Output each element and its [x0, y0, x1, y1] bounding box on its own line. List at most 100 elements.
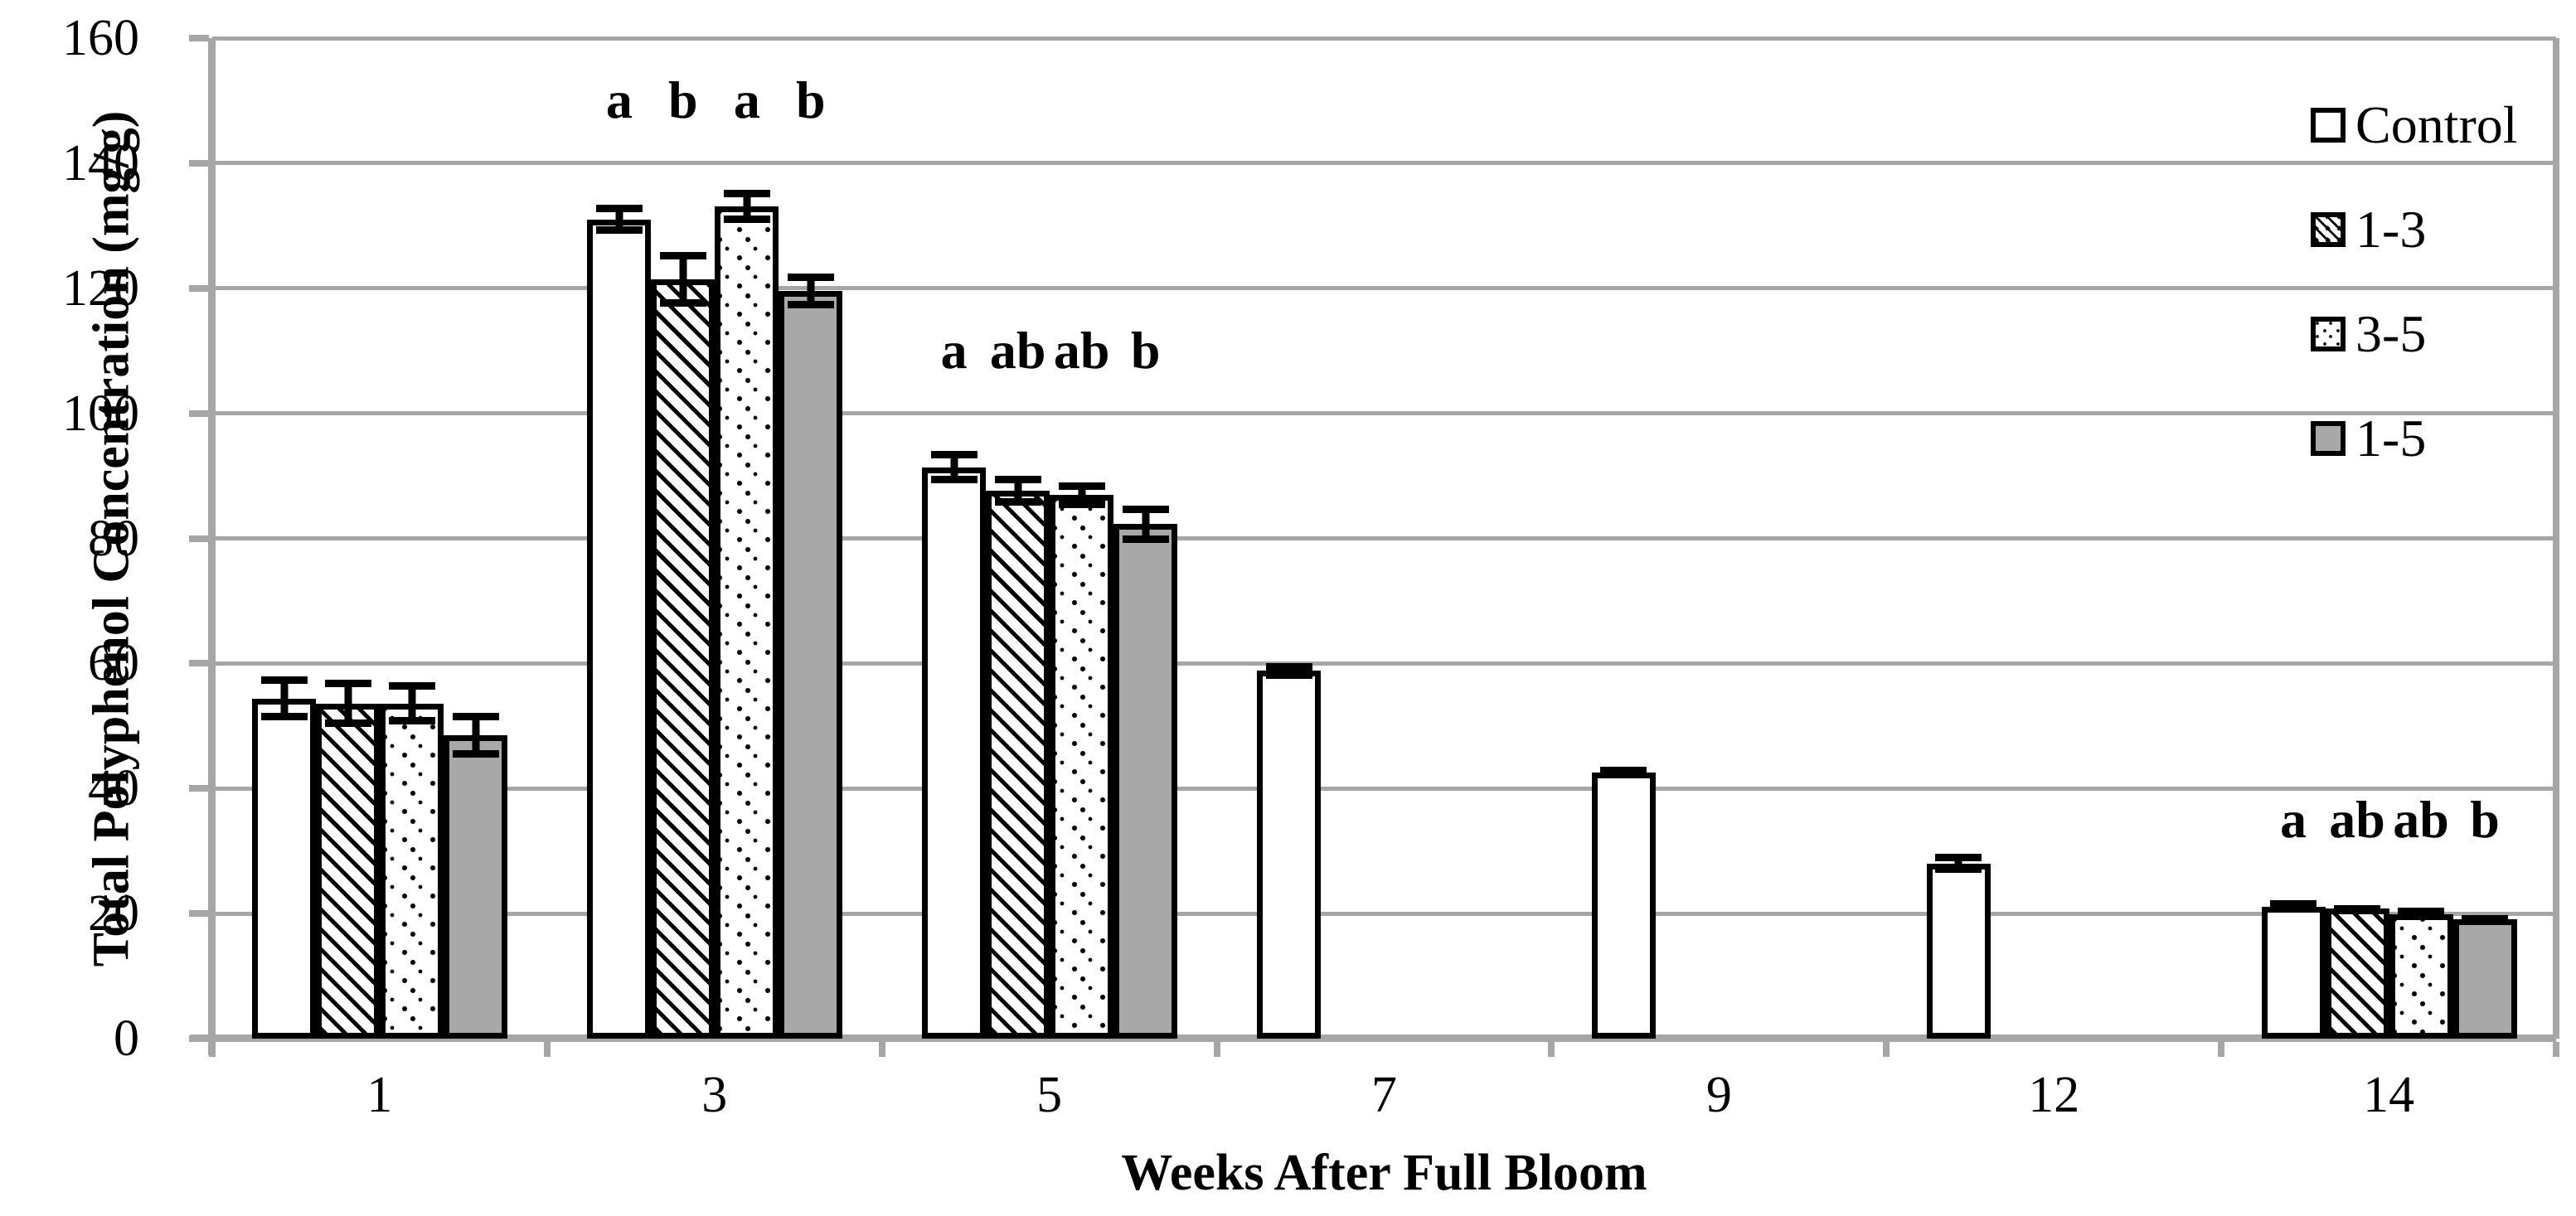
error-bar-Control-week-12	[1935, 854, 1982, 874]
bar-3-5-week-14	[2389, 913, 2453, 1039]
y-tick-0	[189, 1035, 209, 1042]
bar-Control-week-12	[1926, 863, 1991, 1039]
error-bar-cap-bottom	[324, 719, 371, 728]
error-bar-stem	[615, 205, 623, 235]
error-bar-cap-bottom	[723, 215, 770, 223]
significance-letter-week-5-3: ab	[1053, 321, 1110, 380]
error-bar-cap-top	[452, 712, 499, 720]
gridline-y-60	[212, 661, 2556, 666]
y-tick-120	[189, 284, 209, 292]
plot-right-border	[2553, 38, 2559, 1039]
gridline-y-140	[212, 161, 2556, 166]
error-bar-cap-bottom	[1600, 770, 1647, 778]
error-bar-cap-bottom	[930, 476, 978, 484]
legend-label-1-3: 1-3	[2355, 200, 2427, 259]
error-bar-1-5-week-1	[452, 712, 499, 758]
bar-3-5-week-3	[715, 206, 779, 1039]
x-tick-boundary-1	[543, 1042, 551, 1057]
error-bar-cap-top	[260, 676, 308, 685]
y-tick-label-100: 100	[62, 385, 139, 442]
y-tick-label-40: 40	[88, 760, 139, 817]
significance-letter-week-3-4: b	[796, 70, 826, 130]
category-slot-12	[1886, 38, 2221, 1039]
legend-label-3-5: 3-5	[2355, 304, 2427, 363]
bar-Control-week-5	[922, 467, 987, 1039]
error-bar-cap-top	[2398, 908, 2445, 916]
error-bar-cap-top	[388, 682, 435, 690]
error-bar-Control-week-14	[2270, 900, 2317, 913]
error-bar-3-5-week-3	[723, 190, 770, 223]
error-bar-3-5-week-14	[2398, 908, 2445, 921]
y-tick-40	[189, 785, 209, 792]
error-bar-stem	[408, 682, 416, 725]
gridline-y-100	[212, 411, 2556, 416]
category-slot-3	[547, 38, 882, 1039]
category-slot-7	[1217, 38, 1552, 1039]
error-bar-cap-bottom	[1935, 865, 1982, 874]
error-bar-Control-week-7	[1265, 662, 1312, 680]
x-axis-line	[191, 1034, 2556, 1042]
error-bar-cap-top	[2270, 900, 2317, 908]
x-tick-label-5: 5	[1036, 1067, 1063, 1123]
bar-3-5-week-1	[380, 703, 444, 1039]
legend-swatch-Control-icon	[2311, 108, 2346, 143]
error-bar-cap-top	[930, 450, 978, 458]
significance-letter-week-5-2: ab	[989, 321, 1046, 380]
gridline-y-40	[212, 786, 2556, 791]
error-bar-3-5-week-5	[1058, 482, 1105, 509]
error-bar-cap-top	[1122, 505, 1169, 513]
error-bar-1-3-week-3	[659, 251, 706, 308]
category-slot-9	[1551, 38, 1886, 1039]
y-tick-label-140: 140	[62, 134, 139, 191]
gridline-y-120	[212, 286, 2556, 291]
y-tick-140	[189, 159, 209, 167]
significance-letter-week-14-2: ab	[2329, 789, 2385, 849]
error-bar-cap-top	[1600, 766, 1647, 774]
x-tick-label-3: 3	[701, 1067, 728, 1123]
y-tick-label-120: 120	[62, 259, 139, 317]
error-bar-1-5-week-3	[787, 273, 834, 308]
error-bar-cap-bottom	[994, 498, 1041, 506]
error-bar-cap-bottom	[1058, 501, 1105, 509]
error-bar-stem	[950, 450, 958, 484]
bar-1-3-week-5	[986, 491, 1050, 1039]
x-tick-label-9: 9	[1705, 1067, 1732, 1123]
significance-letter-week-14-3: ab	[2393, 789, 2449, 849]
x-tick-boundary-4	[1548, 1042, 1555, 1057]
x-tick-boundary-6	[2218, 1042, 2225, 1057]
x-tick-boundary-2	[878, 1042, 885, 1057]
error-bar-cap-bottom	[659, 299, 706, 308]
y-tick-80	[189, 535, 209, 542]
bar-1-5-week-5	[1113, 524, 1178, 1039]
error-bar-cap-bottom	[2334, 904, 2381, 913]
gridline-y-20	[212, 911, 2556, 916]
y-tick-label-0: 0	[114, 1010, 139, 1067]
category-slot-5	[882, 38, 1217, 1039]
bar-Control-week-1	[252, 698, 317, 1039]
significance-letter-week-3-3: a	[733, 70, 760, 130]
legend-row-1-5: 1-5	[2311, 386, 2518, 491]
y-tick-label-20: 20	[88, 885, 139, 942]
gridline-y-80	[212, 536, 2556, 540]
category-slot-14	[2221, 38, 2556, 1039]
legend-row-Control: Control	[2311, 73, 2518, 177]
error-bar-stem	[1014, 476, 1022, 506]
error-bar-1-3-week-5	[994, 476, 1041, 506]
error-bar-stem	[280, 676, 289, 720]
bar-1-3-week-3	[651, 279, 716, 1039]
error-bar-Control-week-9	[1600, 766, 1647, 778]
bar-3-5-week-5	[1050, 495, 1114, 1039]
error-bar-1-5-week-14	[2462, 915, 2509, 923]
y-tick-160	[189, 35, 209, 41]
x-tick-boundary-0	[209, 1042, 216, 1057]
error-bar-1-5-week-5	[1122, 505, 1169, 543]
error-bar-cap-top	[1935, 854, 1982, 862]
bar-1-5-week-3	[779, 290, 843, 1039]
y-tick-label-160: 160	[62, 10, 139, 66]
error-bar-cap-top	[787, 273, 834, 281]
error-bar-1-3-week-1	[324, 679, 371, 728]
error-bar-stem	[679, 251, 687, 308]
significance-letter-week-14-4: b	[2470, 789, 2500, 849]
y-tick-20	[189, 910, 209, 918]
